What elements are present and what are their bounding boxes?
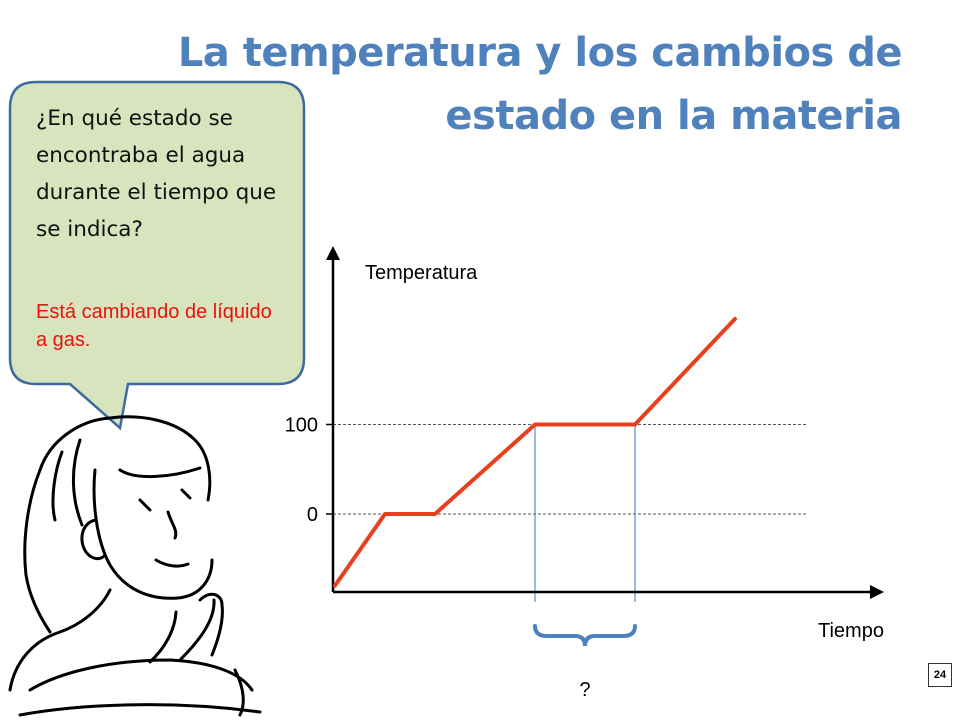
slide-number: 24 — [928, 663, 952, 687]
bubble-answer: Está cambiando de líquido a gas. — [36, 301, 272, 351]
interval-label: ? — [579, 679, 590, 701]
bubble-question: ¿En qué estado se encontraba el agua dur… — [36, 106, 277, 242]
series-line-1 — [333, 316, 737, 588]
y-axis-arrow — [326, 246, 340, 260]
x-axis-label: Tiempo — [818, 620, 884, 642]
y-tick-label-0: 0 — [307, 504, 318, 526]
speech-bubble — [8, 80, 306, 431]
thinking-child-drawing — [8, 415, 262, 717]
x-axis-arrow — [870, 585, 884, 599]
slide-title-line-1: La temperatura y los cambios de — [177, 30, 903, 76]
interval-brace — [533, 624, 637, 647]
y-axis-label: Temperatura — [365, 262, 478, 284]
slide-title: La temperatura y los cambios de estado e… — [142, 22, 903, 148]
y-tick-label-100: 100 — [285, 415, 318, 437]
slide-title-line-2: estado en la materia — [445, 93, 902, 139]
